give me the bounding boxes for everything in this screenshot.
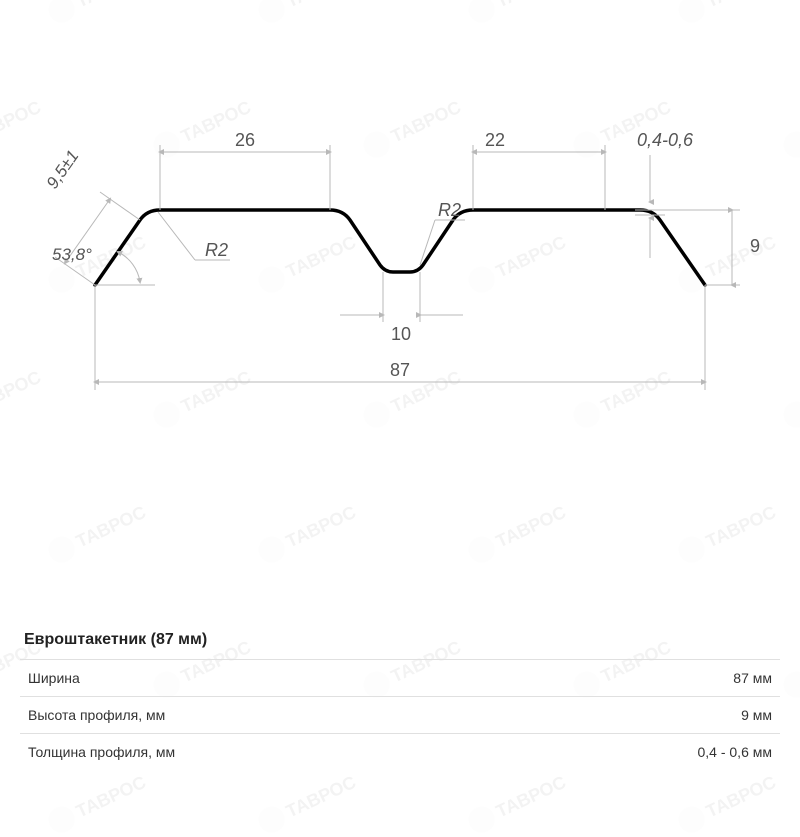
spec-row-value: 9 мм <box>741 707 772 723</box>
dim-valley-label: 10 <box>391 324 411 344</box>
dim-top-left-label: 26 <box>235 130 255 150</box>
profile-diagram: 87 26 22 0,4-0,6 9 10 <box>0 60 800 480</box>
radius-callout-valley: R2 <box>420 200 465 265</box>
dim-thickness: 0,4-0,6 <box>635 130 694 258</box>
spec-row: Ширина 87 мм <box>20 659 780 696</box>
dim-angle-label: 53,8° <box>52 245 92 264</box>
spec-row-label: Ширина <box>28 670 80 686</box>
spec-row-label: Высота профиля, мм <box>28 707 165 723</box>
spec-row-value: 0,4 - 0,6 мм <box>697 744 772 760</box>
profile-outline <box>95 210 705 285</box>
dim-top-left: 26 <box>160 130 330 210</box>
dim-height: 9 <box>660 210 760 285</box>
radius-valley-label: R2 <box>438 200 461 220</box>
spec-row-value: 87 мм <box>733 670 772 686</box>
radius-left-label: R2 <box>205 240 228 260</box>
dim-valley: 10 <box>340 272 463 344</box>
dim-top-right-label: 22 <box>485 130 505 150</box>
radius-callout-left: R2 <box>158 212 230 260</box>
dim-top-right: 22 <box>473 130 605 210</box>
dim-angle: 53,8° <box>52 245 155 285</box>
spec-title: Евроштакетник (87 мм) <box>20 623 780 659</box>
dim-thickness-label: 0,4-0,6 <box>637 130 694 150</box>
spec-row: Толщина профиля, мм 0,4 - 0,6 мм <box>20 733 780 770</box>
spec-row: Высота профиля, мм 9 мм <box>20 696 780 733</box>
dim-overall-width-label: 87 <box>390 360 410 380</box>
spec-table: Евроштакетник (87 мм) Ширина 87 мм Высота … <box>20 623 780 770</box>
dim-slant-length: 9,5±1 <box>43 147 140 285</box>
dim-slant-length-label: 9,5±1 <box>43 147 83 193</box>
dim-height-label: 9 <box>750 236 760 256</box>
spec-row-label: Толщина профиля, мм <box>28 744 175 760</box>
